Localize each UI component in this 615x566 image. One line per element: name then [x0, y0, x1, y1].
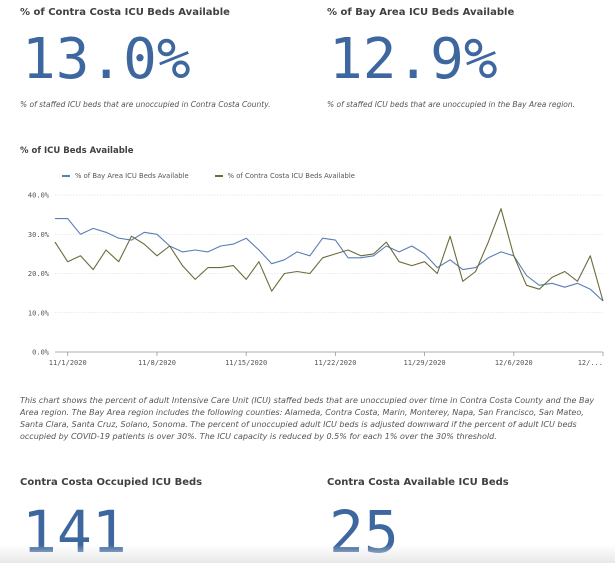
x-tick-label: 11/15/2020: [225, 359, 267, 367]
x-tick-label: 11/29/2020: [404, 359, 446, 367]
legend-item-bay-area[interactable]: % of Bay Area ICU Beds Available: [62, 172, 189, 180]
icu-availability-line-chart[interactable]: 0.0% 10.0% 20.0% 30.0% 40.0% 11/1/2020 11/8/20…: [0, 180, 615, 375]
kpi-contra-pct-subtitle: % of staffed ICU beds that are unoccupie…: [20, 100, 271, 109]
legend-item-contra-costa[interactable]: % of Contra Costa ICU Beds Available: [214, 172, 355, 180]
x-tick-label: 11/1/2020: [49, 359, 87, 367]
kpi-available-title: Contra Costa Available ICU Beds: [327, 477, 509, 488]
chart-title: % of ICU Beds Available: [20, 146, 134, 156]
kpi-contra-pct-title: % of Contra Costa ICU Beds Available: [20, 7, 230, 18]
legend-swatch-bay-area: [62, 175, 70, 177]
x-tick-label: 11/22/2020: [314, 359, 356, 367]
chart-legend: % of Bay Area ICU Beds Available % of Co…: [62, 172, 355, 180]
kpi-occupied-title: Contra Costa Occupied ICU Beds: [20, 477, 203, 488]
x-tick-label: 11/8/2020: [138, 359, 176, 367]
chart-description: This chart shows the percent of adult In…: [20, 396, 595, 441]
x-tick-label: 12/6/2020: [495, 359, 533, 367]
legend-swatch-contra-costa: [214, 175, 223, 177]
x-tick-label: 12/...: [578, 359, 603, 367]
bottom-scroll-fade: [0, 545, 615, 563]
legend-label-bay-area: % of Bay Area ICU Beds Available: [75, 172, 189, 180]
kpi-bay-pct-title: % of Bay Area ICU Beds Available: [327, 7, 515, 18]
kpi-bay-pct-value: 12.9%: [329, 27, 498, 92]
y-tick-label: 10.0%: [28, 309, 50, 317]
y-tick-label: 20.0%: [28, 270, 50, 278]
kpi-bay-pct-subtitle: % of staffed ICU beds that are unoccupie…: [327, 100, 576, 109]
series-line-contra-costa: [54, 208, 604, 302]
series-line-bay-area: [55, 218, 604, 302]
y-tick-label: 30.0%: [28, 231, 50, 239]
y-tick-label: 40.0%: [28, 192, 50, 200]
y-tick-label: 0.0%: [32, 349, 50, 357]
legend-label-contra-costa: % of Contra Costa ICU Beds Available: [227, 172, 355, 180]
kpi-contra-pct-value: 13.0%: [22, 27, 191, 92]
